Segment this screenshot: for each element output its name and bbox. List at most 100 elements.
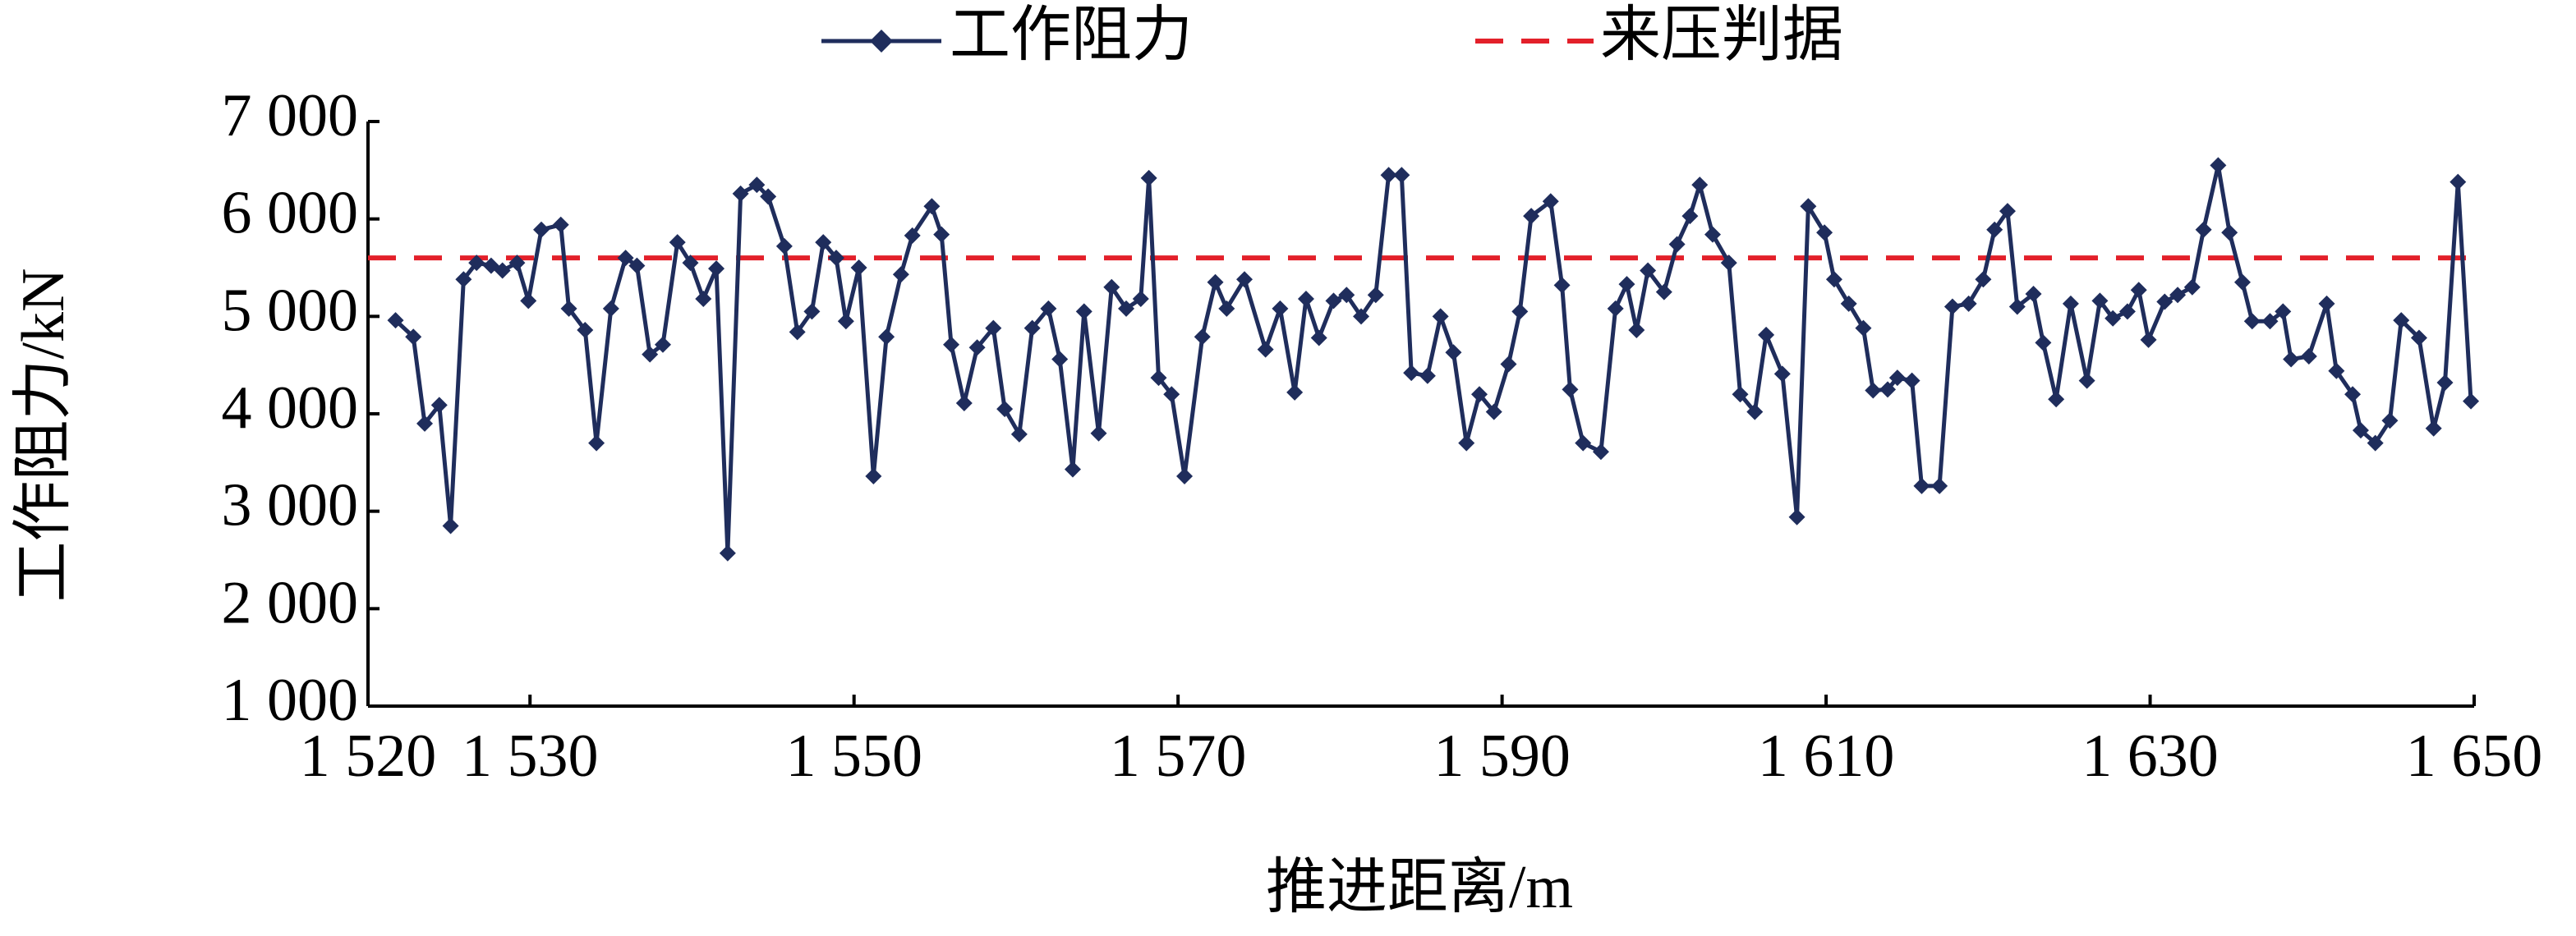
point	[669, 234, 686, 251]
point	[1297, 290, 1314, 307]
point	[2328, 362, 2345, 379]
legend-label: 来压判据	[1600, 2, 1843, 69]
point	[552, 216, 569, 233]
x-tick-label: 1 570	[1110, 723, 1247, 790]
point	[1064, 461, 1081, 478]
point	[1194, 328, 1211, 346]
point	[923, 198, 941, 215]
point	[695, 290, 712, 307]
point	[837, 313, 854, 330]
point	[1419, 367, 1436, 384]
legend-marker	[870, 30, 893, 53]
point	[1163, 386, 1180, 403]
point	[2261, 313, 2279, 330]
point	[1236, 271, 1254, 288]
y-tick-label: 4 000	[222, 374, 359, 442]
y-tick-label: 3 000	[222, 472, 359, 539]
point	[1788, 508, 1806, 525]
x-tick-label: 1 520	[300, 723, 437, 790]
point	[904, 227, 921, 244]
point	[1511, 303, 1529, 320]
point	[1523, 208, 1540, 225]
point	[1432, 308, 1449, 325]
point	[533, 221, 550, 238]
point	[2450, 173, 2467, 190]
point	[2283, 351, 2300, 368]
point	[1746, 403, 1764, 420]
point	[1704, 226, 1722, 243]
point	[1150, 369, 1167, 387]
point	[1075, 303, 1092, 320]
x-tick-label: 1 590	[1433, 723, 1571, 790]
point	[803, 303, 821, 320]
point	[1618, 276, 1635, 293]
point	[1960, 295, 1977, 312]
point	[617, 250, 634, 267]
point	[2062, 295, 2079, 312]
point	[1010, 425, 1028, 443]
point	[1485, 403, 1502, 420]
point	[1542, 193, 1559, 210]
point	[878, 328, 895, 346]
point	[2091, 292, 2109, 310]
point	[850, 259, 867, 276]
point	[1040, 300, 1057, 317]
point	[2463, 392, 2480, 410]
y-tick-label: 2 000	[222, 569, 359, 636]
point	[1720, 255, 1737, 272]
point	[2221, 224, 2238, 241]
point	[1458, 434, 1475, 452]
point	[892, 266, 909, 283]
x-tick-label: 1 650	[2406, 723, 2543, 790]
point	[1286, 383, 1304, 401]
point	[1975, 271, 1992, 288]
point	[827, 250, 844, 267]
point	[1655, 283, 1672, 301]
point	[1816, 224, 1833, 241]
point	[2104, 310, 2122, 327]
point	[1888, 369, 1906, 387]
x-tick-label: 1 610	[1758, 723, 1895, 790]
point	[955, 394, 973, 411]
point	[1367, 287, 1384, 304]
point	[933, 226, 950, 243]
point	[2233, 273, 2251, 291]
point	[1668, 236, 1686, 253]
point	[442, 517, 459, 535]
point	[732, 185, 749, 202]
point	[1471, 386, 1488, 403]
point	[1575, 434, 1592, 452]
point	[2008, 298, 2026, 315]
point	[2300, 347, 2317, 365]
y-axis-label: 工作阻力/kN	[10, 268, 77, 603]
point	[1500, 356, 1517, 373]
point	[642, 346, 659, 363]
point	[387, 312, 404, 329]
point	[1913, 477, 1930, 494]
point	[455, 271, 472, 288]
point	[1310, 329, 1327, 346]
point	[996, 401, 1014, 418]
point	[1628, 321, 1645, 338]
point	[968, 339, 986, 356]
point	[2183, 278, 2201, 296]
point	[1103, 278, 1120, 296]
point	[1176, 467, 1194, 484]
point	[2318, 295, 2335, 312]
point	[1118, 300, 1135, 317]
point	[2130, 282, 2147, 299]
point	[1800, 198, 1817, 215]
point	[708, 260, 725, 278]
point	[1592, 443, 1609, 461]
point	[2210, 157, 2227, 174]
point	[682, 255, 699, 272]
point	[719, 544, 736, 562]
point	[602, 300, 619, 317]
point	[865, 467, 882, 484]
y-tick-label: 7 000	[222, 82, 359, 149]
point	[1758, 326, 1775, 343]
point	[1931, 477, 1948, 494]
point	[577, 321, 594, 338]
point	[1681, 208, 1699, 225]
